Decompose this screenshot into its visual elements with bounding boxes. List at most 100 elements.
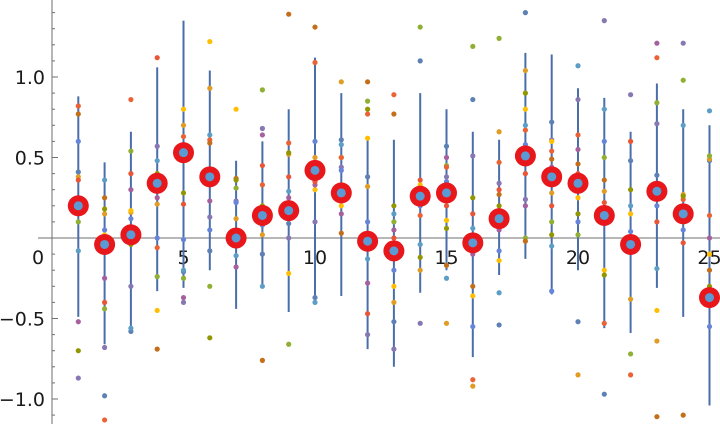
sample-point <box>260 232 265 237</box>
sample-point <box>497 36 502 41</box>
sample-point <box>260 358 265 363</box>
sample-point <box>365 107 370 112</box>
mean-marker-center <box>232 234 241 243</box>
mean-marker-center <box>100 240 109 249</box>
sample-point <box>575 211 580 216</box>
sample-point <box>391 300 396 305</box>
sample-point <box>128 326 133 331</box>
sample-point <box>234 185 239 190</box>
y-axis: −1.0 −0.5 0.5 1.0 <box>0 0 58 424</box>
sample-point <box>654 308 659 313</box>
sample-point <box>470 324 475 329</box>
sample-point <box>497 203 502 208</box>
sample-point <box>707 235 712 240</box>
sample-point <box>365 184 370 189</box>
sample-point <box>523 91 528 96</box>
sample-point <box>155 202 160 207</box>
sample-point <box>102 393 107 398</box>
sample-point <box>312 295 317 300</box>
sample-point <box>155 245 160 250</box>
sample-point <box>260 126 265 131</box>
sample-point <box>339 203 344 208</box>
sample-point <box>155 55 160 60</box>
sample-point <box>76 375 81 380</box>
sample-point <box>128 208 133 213</box>
mean-marker-center <box>337 188 346 197</box>
sample-point <box>128 284 133 289</box>
sample-point <box>444 203 449 208</box>
sample-point <box>286 342 291 347</box>
sample-point <box>286 189 291 194</box>
sample-point <box>391 203 396 208</box>
sample-point <box>234 216 239 221</box>
sample-point <box>470 226 475 231</box>
sample-point <box>602 18 607 23</box>
sample-point <box>339 231 344 236</box>
sample-point <box>654 338 659 343</box>
sample-point <box>312 60 317 65</box>
sample-point <box>549 139 554 144</box>
sample-point <box>523 123 528 128</box>
sample-point <box>181 276 186 281</box>
sample-point <box>707 252 712 257</box>
mean-marker-center <box>311 166 320 175</box>
sample-point <box>260 182 265 187</box>
sample-point <box>391 211 396 216</box>
sample-point <box>102 306 107 311</box>
sample-point <box>681 240 686 245</box>
sample-point <box>418 242 423 247</box>
sample-point <box>654 414 659 419</box>
sample-point <box>260 163 265 168</box>
sample-point <box>260 87 265 92</box>
sample-point <box>523 197 528 202</box>
sample-point <box>76 248 81 253</box>
sample-point <box>575 132 580 137</box>
sample-point <box>523 10 528 15</box>
sample-point <box>628 297 633 302</box>
sample-point <box>365 136 370 141</box>
mean-marker-center <box>652 187 661 196</box>
sample-point <box>628 139 633 144</box>
sample-point <box>575 195 580 200</box>
mean-marker-center <box>468 238 477 247</box>
sample-point <box>391 235 396 240</box>
sample-point <box>549 289 554 294</box>
sample-point <box>102 206 107 211</box>
sample-point <box>391 92 396 97</box>
mean-marker-center <box>600 211 609 220</box>
sample-point <box>470 384 475 389</box>
mean-marker-center <box>363 237 372 246</box>
sample-point <box>181 107 186 112</box>
sample-point <box>575 219 580 224</box>
y-tick-label: 0.5 <box>15 148 45 170</box>
sample-point <box>76 177 81 182</box>
mean-marker-center <box>258 211 267 220</box>
sample-point <box>497 187 502 192</box>
sample-point <box>523 107 528 112</box>
sample-point <box>207 198 212 203</box>
sample-point <box>681 78 686 83</box>
sample-point <box>470 195 475 200</box>
mean-marker-center <box>126 230 135 239</box>
sample-point <box>181 202 186 207</box>
sample-point <box>707 324 712 329</box>
sample-point <box>128 148 133 153</box>
sample-point <box>628 187 633 192</box>
sample-point <box>575 372 580 377</box>
sample-point <box>286 195 291 200</box>
sample-point <box>549 190 554 195</box>
sample-point <box>102 211 107 216</box>
sample-point <box>628 92 633 97</box>
sample-point <box>312 187 317 192</box>
sample-point <box>575 232 580 237</box>
sample-point <box>102 276 107 281</box>
sample-point <box>339 168 344 173</box>
sample-point <box>654 266 659 271</box>
sample-point <box>128 97 133 102</box>
sample-point <box>628 229 633 234</box>
sample-point <box>76 139 81 144</box>
sample-point <box>523 68 528 73</box>
sample-point <box>602 177 607 182</box>
sample-point <box>102 300 107 305</box>
sample-point <box>523 239 528 244</box>
